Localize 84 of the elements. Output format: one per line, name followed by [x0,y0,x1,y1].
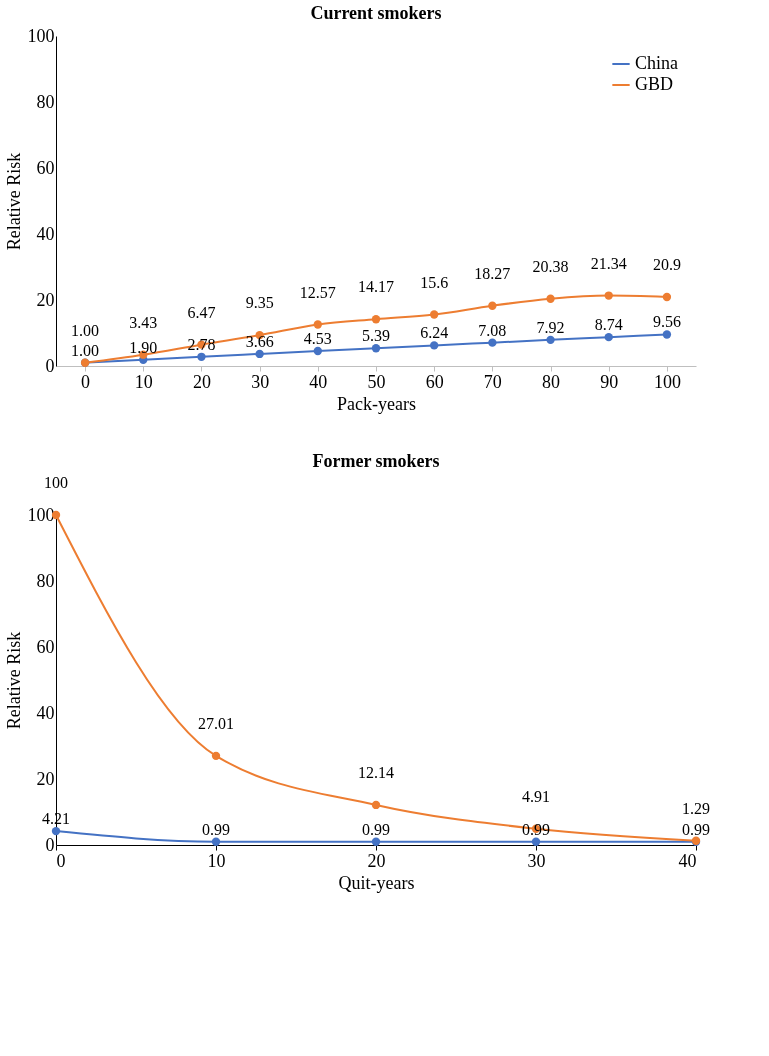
data-label: 12.14 [358,763,394,781]
point [430,341,439,350]
point [371,344,381,353]
y-tick-label: 40 [36,702,55,723]
point [662,292,672,302]
point [604,291,613,300]
y-tick-label: 40 [36,223,55,244]
point [488,301,497,310]
point [313,346,322,356]
point [197,352,206,361]
y-tick-label: 20 [36,289,55,310]
point [546,294,555,303]
point [662,330,672,339]
point [313,320,322,329]
legend-label: China [635,53,679,73]
data-label: 1.29 [682,799,710,817]
data-label: 12.57 [299,283,336,301]
x-tick-label: 20 [367,850,386,871]
data-label: 0.99 [682,820,710,838]
point [488,338,497,347]
x-tick-label: 40 [678,850,697,871]
data-label: 21.34 [590,254,627,272]
data-label: 0.99 [202,820,230,838]
data-label: 3.66 [245,332,274,350]
legend-label: GBD [635,74,674,94]
data-label: 3.43 [129,313,158,331]
data-label: 1.00 [71,321,100,339]
y-tick-label: 100 [27,25,55,46]
x-tick-label: 30 [251,371,270,392]
x-tick-label: 20 [192,371,211,392]
y-tick-label: 20 [36,768,55,789]
point [604,332,613,342]
data-label: 7.92 [536,318,565,336]
data-label: 6.47 [187,303,216,321]
data-label: 1.90 [129,338,158,356]
point [371,800,381,810]
chart-title: Former smokers [312,451,440,471]
point [255,349,264,359]
y-axis-title: Relative Risk [3,152,24,251]
data-label: 8.74 [594,316,623,334]
y-tick-label: 60 [36,636,55,657]
data-label: 9.56 [652,313,681,331]
x-tick-label: 0 [81,371,91,392]
data-label: 15.6 [420,273,449,291]
x-tick-label: 10 [134,371,153,392]
point [546,335,555,345]
point [531,837,541,846]
point [430,310,439,319]
data-label: 4.53 [303,330,332,348]
data-label: 18.27 [474,264,511,282]
x-tick-label: 60 [425,371,444,392]
data-label: 27.01 [198,714,234,732]
data-label: 0.99 [362,820,390,838]
x-tick-label: 90 [600,371,619,392]
point [371,315,381,324]
y-tick-label: 60 [36,157,55,178]
x-tick-label: 100 [653,371,681,392]
data-label: 20.9 [652,256,681,274]
y-tick-label: 0 [45,355,55,376]
data-label: 20.38 [532,257,569,275]
y-tick-label: 80 [36,570,55,591]
x-tick-label: 80 [542,371,561,392]
point [211,837,221,846]
x-tick-label: 50 [367,371,386,392]
data-label: 4.91 [522,787,550,805]
x-axis-title: Pack-years [337,393,416,414]
chart-title: Current smokers [310,3,442,23]
x-tick-label: 10 [207,850,226,871]
y-tick-label: 0 [45,834,55,855]
data-label: 6.24 [420,324,449,342]
x-axis-title: Quit-years [338,872,415,893]
point [371,837,381,846]
x-tick-label: 30 [527,850,546,871]
data-label: 9.35 [245,294,274,312]
point [51,826,61,836]
x-tick-label: 40 [309,371,328,392]
y-axis-title: Relative Risk [3,631,24,730]
data-label: 14.17 [358,278,394,296]
point [211,751,221,761]
data-label: 1.00 [71,341,100,359]
x-tick-label: 70 [483,371,502,392]
data-label: 5.39 [362,327,390,345]
y-tick-label: 80 [36,91,55,112]
data-label: 7.08 [478,321,507,339]
